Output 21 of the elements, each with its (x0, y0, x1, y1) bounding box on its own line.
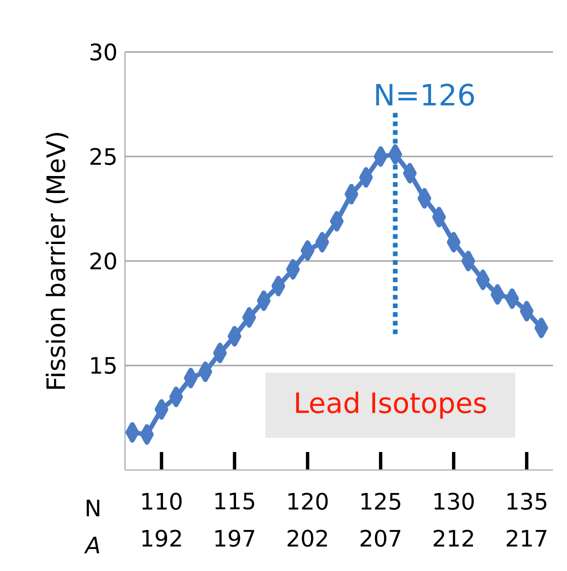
y-tick-label: 15 (91, 357, 116, 374)
x-tick-label: 125 (361, 492, 400, 510)
x2-tick-label: 217 (506, 530, 546, 547)
x-tick-label: 135 (508, 492, 546, 510)
y-tick-label: 20 (90, 252, 116, 270)
ref-line-label: N=126 (376, 84, 474, 106)
x2-tick-label: 212 (434, 530, 474, 547)
x-tick-label: 130 (434, 492, 474, 510)
x2-tick-label: 207 (360, 530, 400, 547)
x2-tick-label: 197 (215, 530, 254, 547)
x-tick-label: 120 (288, 492, 328, 510)
y-axis-title: Fission barrier (MeV) (46, 132, 68, 389)
x-tick-label: 110 (142, 492, 182, 510)
x2-tick-label: 202 (288, 530, 327, 547)
x2-tick-label: 192 (142, 530, 181, 547)
y-tick-label: 30 (90, 43, 116, 61)
annotation: Lead Isotopes (296, 392, 486, 419)
x-axis-title: N (86, 500, 100, 516)
x-tick-label: 115 (215, 492, 254, 510)
y-tick-label: 25 (90, 148, 116, 166)
x2-axis-title: A (84, 536, 100, 554)
